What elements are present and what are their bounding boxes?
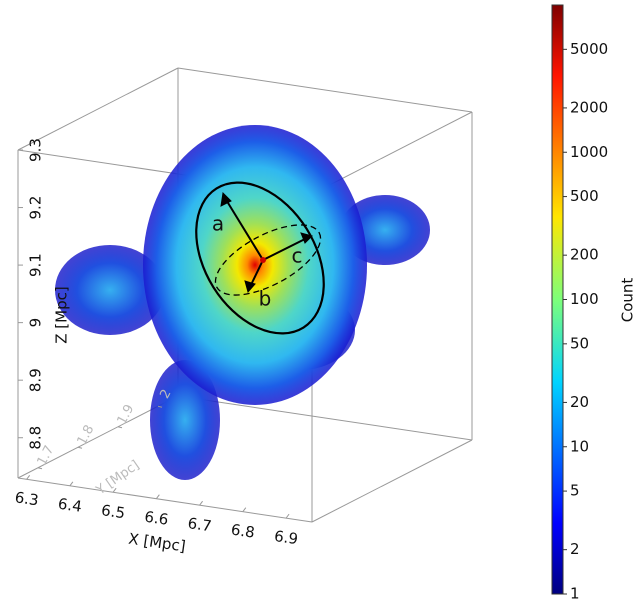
z-axis-label: Z [Mpc] <box>53 286 71 343</box>
arrow <box>249 259 264 288</box>
x-tick <box>242 507 247 512</box>
colorbar-tick-label: 100 <box>570 290 599 308</box>
x-tick-label: 6.8 <box>230 521 256 542</box>
shape-ellipsoid <box>195 181 325 335</box>
x-tick-label: 6.3 <box>14 488 40 509</box>
colorbar <box>551 4 564 595</box>
x-tick-label: 6.7 <box>187 514 213 535</box>
arrow <box>224 197 264 261</box>
annotation: b <box>259 287 272 311</box>
x-tick <box>26 474 31 480</box>
cloud-core <box>143 125 367 405</box>
x-tick <box>69 481 74 487</box>
ellipse <box>195 181 325 335</box>
z-tick-label: 9 <box>27 318 45 328</box>
box-edge <box>177 395 473 441</box>
annotation: a <box>212 212 224 236</box>
y-tick <box>117 426 123 429</box>
box-edge <box>177 67 473 113</box>
y-tick <box>77 446 83 449</box>
colorbar-tick-label: 5 <box>570 482 580 500</box>
colorbar-tick-label: 50 <box>570 334 589 352</box>
y-tick <box>157 405 163 408</box>
x-tick <box>112 487 117 493</box>
x-tick-label: 6.4 <box>57 495 83 516</box>
x-tick <box>199 500 203 506</box>
z-tick-label: 9.1 <box>27 253 45 277</box>
box-edge <box>17 477 313 523</box>
cloud-tail <box>150 360 220 480</box>
arrow-head <box>220 191 232 207</box>
x-axis-label: X [Mpc] <box>127 530 186 556</box>
colorbar-tick-label: 1 <box>570 585 580 603</box>
ellipse <box>214 224 322 296</box>
colorbar-tick-label: 1000 <box>570 143 608 161</box>
colorbar-tick-label: 2000 <box>570 98 608 116</box>
box-edge <box>311 439 473 523</box>
colorbar-tick-label: 5000 <box>570 40 608 58</box>
colorbar-tick-label: 200 <box>570 246 599 264</box>
z-tick-label: 8.8 <box>27 426 45 450</box>
arrow-head <box>300 232 313 244</box>
x-tick-label: 6.6 <box>143 508 169 529</box>
annotation: c <box>292 244 303 268</box>
z-tick-label: 9.2 <box>27 196 45 220</box>
x-tick-label: 6.9 <box>273 527 299 548</box>
y-tick-label: 1.9 <box>115 402 138 427</box>
particle-cloud <box>55 125 430 480</box>
z-tick-label: 8.9 <box>27 368 45 392</box>
x-tick <box>285 513 290 519</box>
colorbar-tick-label: 2 <box>570 540 580 558</box>
z-tick-label: 9.3 <box>27 138 45 162</box>
arrow-head <box>244 280 256 294</box>
y-tick-label: 1.8 <box>75 423 98 448</box>
x-tick <box>155 494 160 500</box>
y-tick <box>37 467 43 470</box>
cloud-arm <box>55 245 165 335</box>
colorbar-tick-label: 500 <box>570 187 599 205</box>
colorbar-tick-label: 10 <box>570 437 589 455</box>
colorbar-tick-label: 20 <box>570 393 589 411</box>
arrow <box>262 237 308 261</box>
colorbar-label: Count <box>619 278 637 323</box>
box-edge <box>17 67 179 151</box>
x-tick-label: 6.5 <box>100 501 126 522</box>
center <box>260 257 266 263</box>
